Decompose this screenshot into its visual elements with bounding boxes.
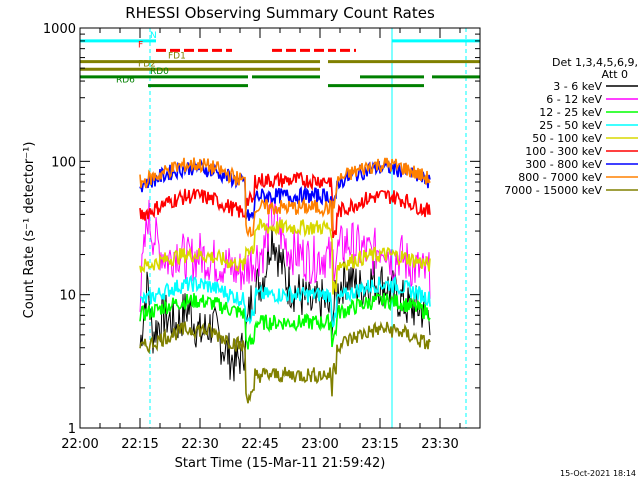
legend-header-line1: Det 1,3,4,5,6,9, <box>552 56 638 69</box>
x-axis-label: Start Time (15-Mar-11 21:59:42) <box>175 456 386 471</box>
legend-entry-label-8: 7000 - 15000 keV <box>504 184 602 197</box>
series-line-7 <box>139 157 431 238</box>
flag-label-fd1: FD1 <box>168 52 186 62</box>
x-tick-label-4: 23:00 <box>301 437 338 452</box>
legend-entry-label-1: 6 - 12 keV <box>546 93 602 106</box>
legend-entry-label-7: 800 - 7000 keV <box>518 171 602 184</box>
legend-entry-label-3: 25 - 50 keV <box>539 119 602 132</box>
legend-entry-label-0: 3 - 6 keV <box>553 80 602 93</box>
x-tick-label-6: 23:30 <box>421 437 458 452</box>
series-line-5 <box>139 171 431 239</box>
series-line-4 <box>139 217 431 295</box>
y-axis-label: Count Rate (s⁻¹ detector⁻¹) <box>22 142 37 319</box>
x-tick-label-2: 22:30 <box>181 437 218 452</box>
flag-label-n: N <box>150 31 157 41</box>
series-line-3 <box>139 274 431 328</box>
footer-date: 15-Oct-2021 18:14 <box>560 469 636 478</box>
series-line-0 <box>139 225 431 382</box>
legend-entry-label-5: 100 - 300 keV <box>525 145 602 158</box>
legend-header-line2: Att 0 <box>602 68 628 81</box>
legend-entry-label-2: 12 - 25 keV <box>539 106 602 119</box>
y-tick-label-1: 10 <box>59 289 76 304</box>
y-tick-label-2: 100 <box>51 155 76 170</box>
legend-entry-label-4: 50 - 100 keV <box>532 132 602 145</box>
y-tick-label-0: 1 <box>68 422 76 437</box>
flag-label-rd6: RD6 <box>116 76 135 86</box>
x-tick-label-0: 22:00 <box>61 437 98 452</box>
series-line-2 <box>139 292 431 350</box>
x-tick-label-5: 23:15 <box>361 437 398 452</box>
legend-entry-label-6: 300 - 800 keV <box>525 158 602 171</box>
flag-label-rd0: RD0 <box>150 67 169 77</box>
series-line-6 <box>139 157 431 221</box>
series-line-1 <box>139 198 431 312</box>
flag-label-fd2: FD2 <box>138 59 156 69</box>
flag-label-f: F <box>138 40 143 50</box>
chart-title: RHESSI Observing Summary Count Rates <box>125 4 435 22</box>
x-tick-label-1: 22:15 <box>121 437 158 452</box>
series-line-8 <box>139 320 431 404</box>
y-tick-label-3: 1000 <box>43 22 76 37</box>
x-tick-label-3: 22:45 <box>241 437 278 452</box>
